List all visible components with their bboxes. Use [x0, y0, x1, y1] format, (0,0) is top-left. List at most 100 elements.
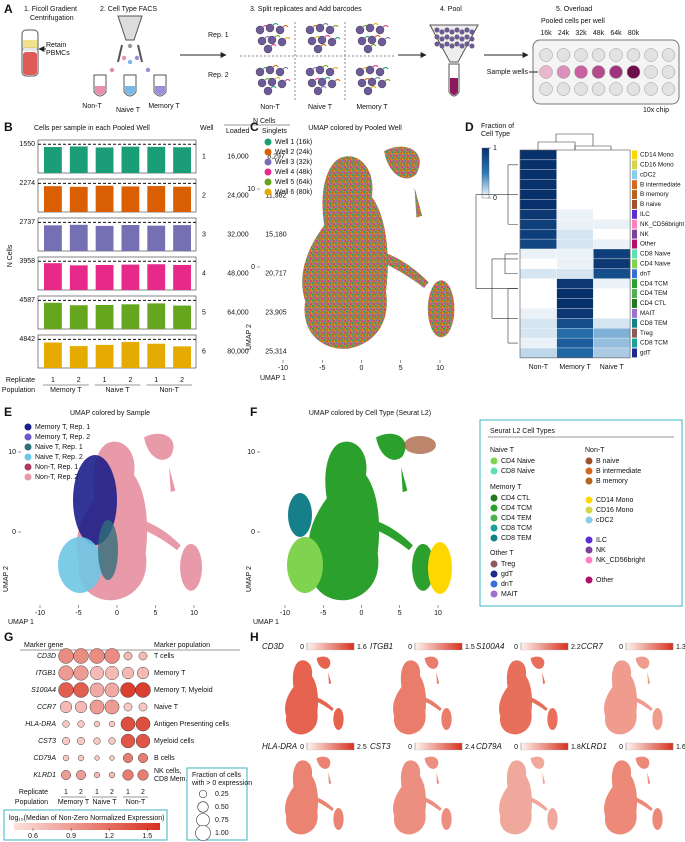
cell — [277, 79, 287, 89]
legend-swatch — [585, 516, 593, 524]
legend-label: CD8 TCM — [501, 525, 532, 532]
y-tick-label: 2737 — [19, 219, 35, 226]
umap-points — [308, 433, 434, 601]
facet-frame — [37, 178, 197, 213]
legend-label: CD4 CTL — [501, 495, 530, 502]
droplet — [145, 67, 151, 73]
colorbar-tick-label: 1.5 — [142, 833, 152, 840]
table-cell: 24,000 — [227, 192, 249, 199]
column-label: Naive T — [600, 364, 625, 371]
dot — [73, 682, 89, 698]
legend-label: Well 4 (48k) — [275, 169, 312, 176]
umap-points — [604, 756, 663, 835]
umap-region — [404, 436, 436, 454]
colorbar — [520, 642, 569, 651]
legend-label: Well 1 (16k) — [275, 139, 312, 146]
legend-swatch — [24, 443, 32, 451]
dendrogram — [507, 288, 518, 344]
cell — [307, 78, 317, 88]
population-label: CD8 Mem. — [154, 776, 188, 783]
heatmap-cell — [556, 149, 594, 161]
bar — [69, 146, 88, 173]
dot — [89, 699, 105, 715]
gene-label: CCR7 — [37, 704, 57, 711]
x-tick-label: 0 — [115, 610, 119, 617]
x-tick-label: 0 — [360, 365, 364, 372]
pooled-cell — [454, 27, 460, 33]
gene-label: CD79A — [33, 755, 56, 762]
pooled-cell — [464, 27, 470, 33]
colorbar-tick-label: 1.5 — [465, 644, 475, 651]
cell — [315, 65, 325, 75]
umap-points — [604, 656, 663, 735]
table-header: Singlets — [262, 128, 287, 135]
x-tick-label: 0 — [360, 610, 364, 617]
droplet — [121, 55, 127, 61]
row-color — [632, 318, 637, 328]
bar — [173, 305, 191, 329]
bar — [147, 225, 166, 251]
axis-title: UMAP 2 — [246, 324, 253, 350]
dot — [120, 733, 136, 749]
gene-title: HLA-DRA — [262, 742, 297, 751]
dot — [138, 651, 148, 661]
table-header: Loaded — [226, 128, 249, 135]
well-size-label: 80k — [628, 30, 640, 37]
dot — [122, 769, 134, 781]
row-label: CD4 TCM — [640, 280, 668, 287]
cell — [357, 78, 367, 88]
legend-group: Non-T — [585, 447, 605, 454]
legend-label: ILC — [596, 537, 607, 544]
chip-well — [661, 48, 676, 62]
bar — [69, 186, 88, 212]
bar — [69, 265, 88, 290]
heatmap-cell — [519, 288, 557, 299]
bar — [147, 264, 166, 290]
legend-label: gdT — [501, 571, 514, 578]
heatmap-cell — [593, 268, 631, 279]
row-color — [632, 239, 637, 249]
row-color — [632, 209, 637, 219]
dendrogram — [475, 194, 518, 289]
heatmap-cell — [556, 159, 594, 170]
step-label: 2. Cell Type FACS — [100, 6, 157, 13]
cell — [257, 78, 267, 88]
chip-well — [539, 48, 553, 62]
dot — [62, 754, 70, 762]
legend-label: Non-T, Rep. 1 — [35, 464, 78, 471]
gene-title: ITGB1 — [370, 642, 393, 651]
population-label: Memory T — [154, 670, 186, 677]
facet-frame — [37, 256, 197, 291]
chip-well — [661, 82, 676, 96]
umap-points — [302, 146, 455, 349]
axis-title: UMAP 2 — [246, 566, 253, 592]
umap-region — [58, 537, 102, 593]
y-tick-label: 1550 — [19, 141, 35, 148]
y-tick-label: 3958 — [19, 258, 35, 265]
column-header: Marker gene — [24, 642, 63, 649]
column-label: Non-T — [529, 364, 549, 371]
table-cell: 6 — [202, 348, 206, 355]
barcode — [332, 25, 339, 28]
barcode — [324, 77, 331, 80]
cell — [313, 44, 323, 54]
x-group-label: Memory T — [58, 799, 90, 806]
chip-well — [644, 48, 658, 62]
bar — [69, 224, 88, 251]
bar — [173, 147, 191, 173]
x-tick-label: 1 — [51, 377, 55, 384]
bar — [95, 264, 114, 290]
row-color — [632, 160, 637, 170]
population-label: Memory T, Myeloid — [154, 687, 213, 694]
bar — [147, 146, 166, 173]
legend-swatch — [585, 506, 593, 514]
heatmap-cell — [593, 229, 631, 240]
droplet — [134, 55, 140, 61]
row-label: CD4 TEM — [640, 290, 668, 297]
heatmap-cell — [519, 347, 557, 359]
colorbar-tick-label: 2.2 — [571, 644, 581, 651]
chip-well — [626, 65, 641, 79]
legend-swatch — [490, 494, 498, 502]
dot — [105, 666, 119, 680]
size-key-label: 0.75 — [215, 817, 229, 824]
